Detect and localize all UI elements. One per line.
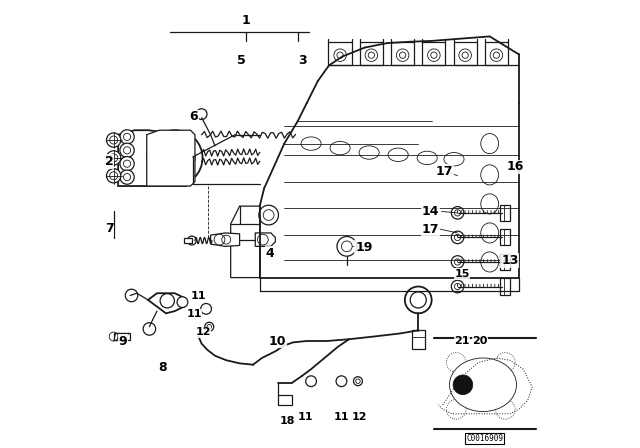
Circle shape <box>495 353 515 372</box>
Text: 11: 11 <box>191 291 206 302</box>
Text: 13: 13 <box>501 254 518 267</box>
Bar <box>500 205 510 221</box>
Bar <box>360 42 383 65</box>
Bar <box>114 333 130 340</box>
Text: 10: 10 <box>269 335 286 348</box>
Circle shape <box>170 153 179 162</box>
Polygon shape <box>147 130 195 186</box>
Text: 3: 3 <box>298 55 307 68</box>
Circle shape <box>120 170 134 184</box>
Text: 17: 17 <box>422 223 440 236</box>
Polygon shape <box>255 233 275 246</box>
Circle shape <box>495 400 515 419</box>
Polygon shape <box>118 130 191 186</box>
Circle shape <box>451 231 464 244</box>
Bar <box>484 42 508 65</box>
Circle shape <box>106 133 121 147</box>
Bar <box>500 229 510 246</box>
Circle shape <box>120 156 134 171</box>
Text: 20: 20 <box>472 336 488 346</box>
Circle shape <box>405 287 431 313</box>
Text: 12: 12 <box>351 412 367 422</box>
Circle shape <box>188 236 196 245</box>
Circle shape <box>353 377 362 386</box>
Circle shape <box>214 234 225 245</box>
Bar <box>500 254 510 270</box>
Text: 5: 5 <box>237 55 246 68</box>
Text: C0016909: C0016909 <box>467 434 503 443</box>
Bar <box>391 42 414 65</box>
Polygon shape <box>230 206 260 278</box>
Circle shape <box>259 205 278 225</box>
Bar <box>328 42 352 65</box>
Circle shape <box>120 130 134 144</box>
Polygon shape <box>211 233 239 246</box>
Bar <box>184 238 192 243</box>
Circle shape <box>147 130 202 185</box>
Text: 4: 4 <box>266 246 275 259</box>
Circle shape <box>160 294 175 308</box>
Text: 14: 14 <box>422 205 440 218</box>
Circle shape <box>306 376 316 387</box>
Circle shape <box>125 289 138 302</box>
Circle shape <box>106 168 121 183</box>
Text: 19: 19 <box>355 241 372 254</box>
Circle shape <box>201 303 211 314</box>
Text: 1: 1 <box>242 14 251 27</box>
Text: 17: 17 <box>435 165 453 178</box>
Circle shape <box>446 400 466 419</box>
Circle shape <box>336 376 347 387</box>
Polygon shape <box>148 293 184 313</box>
Bar <box>412 330 425 349</box>
Text: 15: 15 <box>454 269 470 279</box>
Circle shape <box>177 297 188 307</box>
Text: 6: 6 <box>189 110 198 123</box>
Circle shape <box>120 143 134 157</box>
Circle shape <box>451 280 464 293</box>
Bar <box>454 42 477 65</box>
Text: 7: 7 <box>105 222 113 235</box>
Text: 11: 11 <box>333 412 349 422</box>
Circle shape <box>205 322 214 331</box>
Circle shape <box>106 151 121 165</box>
Text: 9: 9 <box>118 335 127 348</box>
Text: 2: 2 <box>105 155 113 168</box>
Text: 21: 21 <box>454 336 470 346</box>
Text: 12: 12 <box>195 327 211 337</box>
Circle shape <box>196 109 207 120</box>
Circle shape <box>451 207 464 219</box>
Ellipse shape <box>449 358 516 412</box>
Circle shape <box>446 353 466 372</box>
Circle shape <box>143 323 156 335</box>
Text: 11: 11 <box>298 412 314 422</box>
Circle shape <box>451 256 464 268</box>
Circle shape <box>453 375 473 395</box>
Text: 16: 16 <box>507 160 524 173</box>
Text: 11: 11 <box>186 309 202 319</box>
Text: 18: 18 <box>280 416 296 426</box>
Text: 8: 8 <box>159 361 167 375</box>
Circle shape <box>337 237 356 256</box>
Bar <box>278 395 292 405</box>
Bar <box>422 42 445 65</box>
Bar <box>500 279 510 295</box>
